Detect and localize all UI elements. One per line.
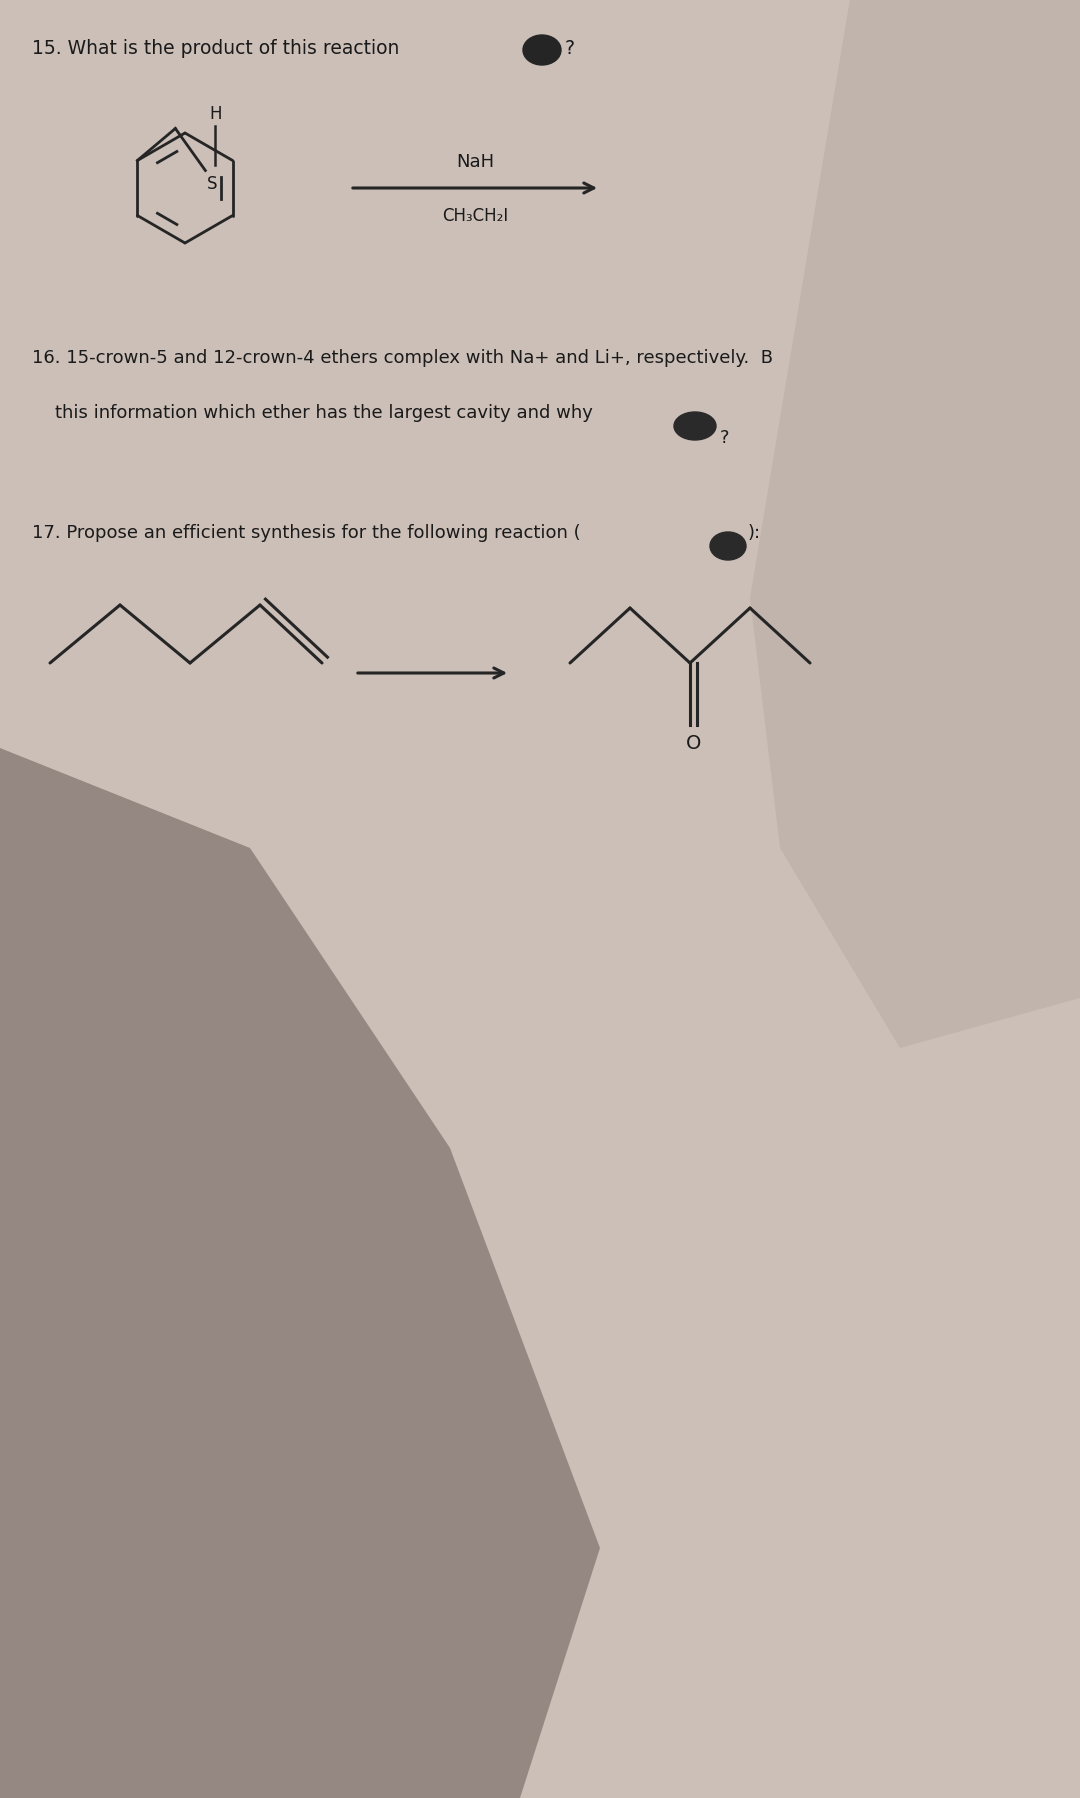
Text: 15. What is the product of this reaction: 15. What is the product of this reaction xyxy=(32,40,400,58)
Text: 16. 15-crown-5 and 12-crown-4 ethers complex with Na+ and Li+, respectively.  B: 16. 15-crown-5 and 12-crown-4 ethers com… xyxy=(32,349,773,367)
Text: S: S xyxy=(207,174,218,192)
Ellipse shape xyxy=(710,532,746,561)
Polygon shape xyxy=(0,748,600,1798)
Ellipse shape xyxy=(523,36,561,67)
Polygon shape xyxy=(750,0,1080,1048)
Text: H: H xyxy=(210,104,221,122)
Ellipse shape xyxy=(674,414,716,441)
Text: 17. Propose an efficient synthesis for the following reaction (: 17. Propose an efficient synthesis for t… xyxy=(32,523,581,541)
Text: NaH: NaH xyxy=(456,153,494,171)
Text: CH₃CH₂I: CH₃CH₂I xyxy=(442,207,508,225)
Text: ):: ): xyxy=(748,523,761,541)
Text: ?: ? xyxy=(720,428,729,446)
Text: this information which ether has the largest cavity and why: this information which ether has the lar… xyxy=(32,405,593,423)
Text: O: O xyxy=(686,734,701,753)
Text: ?: ? xyxy=(565,40,575,58)
